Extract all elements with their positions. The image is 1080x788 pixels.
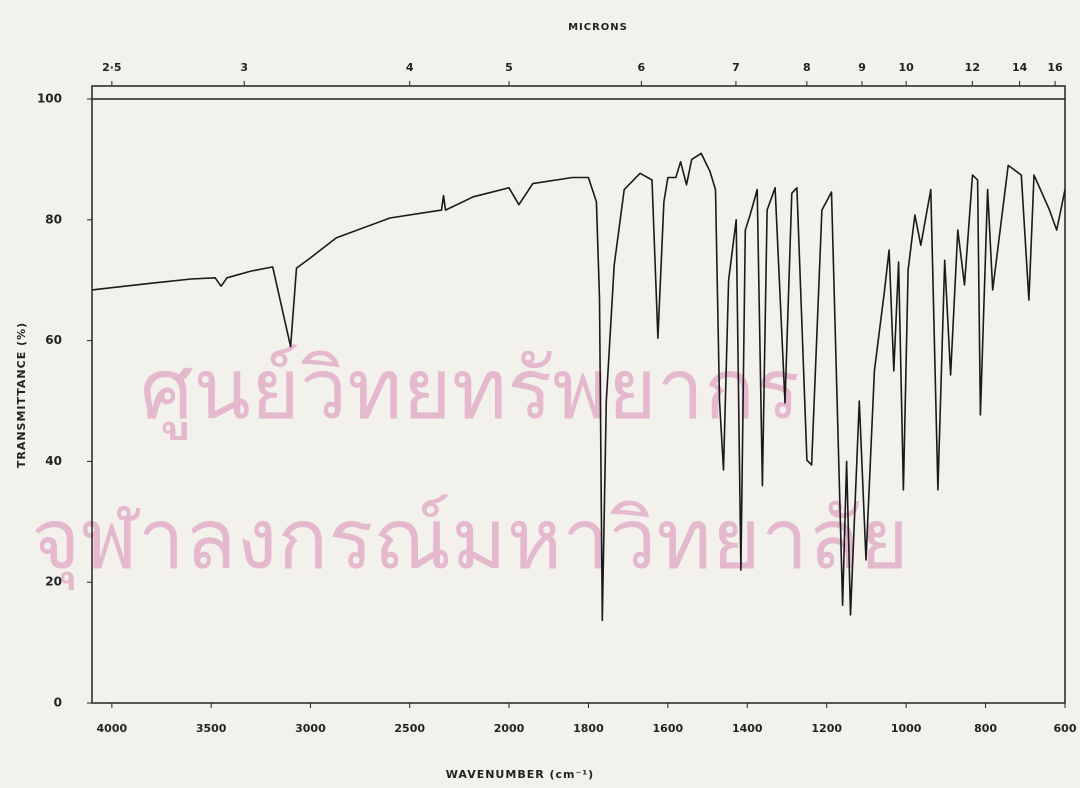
spectrum-line (91, 152, 1066, 622)
x2-axis-title: MICRONS (568, 22, 628, 33)
x-tick-label: 2500 (394, 722, 425, 735)
x2-tick-label: 2·5 (102, 61, 122, 74)
plot-frame (91, 85, 1066, 704)
watermark: จุฬาลงกรณ์มหาวิทยาลัย (31, 490, 909, 591)
x-tick-label: 3500 (196, 722, 227, 735)
x-tick-label: 800 (974, 722, 997, 735)
x2-tick-label: 5 (505, 61, 513, 74)
y-tick-label: 100 (37, 92, 62, 106)
x2-tick-label: 14 (1012, 61, 1028, 74)
x-tick-label: 1200 (811, 722, 842, 735)
x-tick-label: 600 (1054, 722, 1077, 735)
x2-tick-label: 6 (638, 61, 646, 74)
x2-tick-label: 7 (732, 61, 740, 74)
x-tick-label: 3000 (295, 722, 326, 735)
watermark: ศูนย์วิทยทรัพยากร (140, 340, 800, 440)
x2-tick-label: 3 (240, 61, 248, 74)
y-tick-label: 60 (45, 333, 62, 347)
x-tick-label: 4000 (97, 722, 128, 735)
x2-tick-label: 8 (803, 61, 811, 74)
x2-tick-label: 4 (406, 61, 414, 74)
x-tick-label: 1600 (653, 722, 684, 735)
x-tick-label: 1800 (573, 722, 604, 735)
x2-tick-label: 12 (965, 61, 980, 74)
y-tick-label: 20 (45, 575, 62, 589)
y-tick-label: 80 (45, 212, 62, 226)
x-axis-title: WAVENUMBER (cm⁻¹) (446, 768, 594, 781)
x2-tick-label: 9 (858, 61, 866, 74)
x-tick-label: 1000 (891, 722, 922, 735)
y-tick-label: 40 (45, 454, 62, 468)
x-tick-label: 2000 (494, 722, 525, 735)
x2-tick-label: 16 (1047, 61, 1063, 74)
y-tick-label: 0 (54, 696, 62, 710)
x2-tick-label: 10 (898, 61, 914, 74)
y-axis-title: TRANSMITTANCE (%) (15, 322, 28, 468)
x-tick-label: 1400 (732, 722, 763, 735)
